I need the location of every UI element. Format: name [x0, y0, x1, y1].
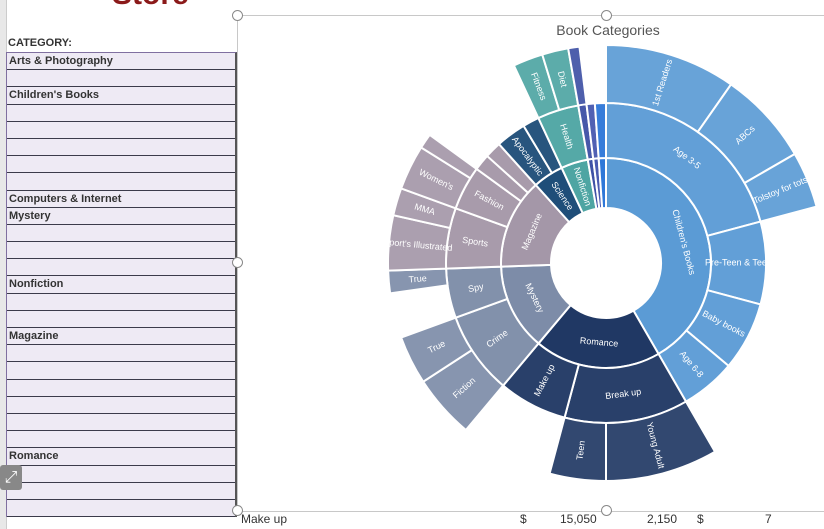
segment-label: Spy: [467, 281, 485, 294]
category-cell[interactable]: [7, 105, 235, 122]
category-cell[interactable]: [7, 500, 235, 518]
expand-icon[interactable]: ⤢: [0, 465, 22, 490]
category-cell[interactable]: Magazine: [7, 328, 235, 346]
resize-handle[interactable]: [601, 10, 612, 21]
sheet-title: Store: [112, 0, 189, 12]
resize-handle[interactable]: [232, 10, 243, 21]
amount[interactable]: 15,050: [560, 512, 597, 526]
chart-title: Book Categories: [556, 22, 660, 38]
category-cell[interactable]: [7, 173, 235, 191]
category-header: CATEGORY:: [8, 37, 72, 49]
category-cell[interactable]: Nonfiction: [7, 276, 235, 294]
resize-handle[interactable]: [232, 257, 243, 268]
segment-teen[interactable]: [548, 416, 607, 483]
category-cell[interactable]: Computers & Internet: [7, 191, 235, 208]
category-cell[interactable]: [7, 466, 235, 483]
resize-handle[interactable]: [232, 505, 243, 516]
segment-tolstoy-for-tots[interactable]: [743, 152, 818, 223]
category-cell[interactable]: [7, 397, 235, 414]
row-name[interactable]: Make up: [241, 512, 288, 526]
category-cell[interactable]: [7, 259, 235, 277]
category-cell[interactable]: Mystery: [7, 208, 235, 225]
currency: $: [520, 512, 527, 526]
category-cell[interactable]: Romance: [7, 448, 235, 466]
segment-label: Break up: [605, 386, 642, 401]
segment-label: Diet: [556, 70, 570, 88]
segment-label: Teen: [574, 440, 586, 461]
category-cell[interactable]: [7, 311, 235, 328]
category-cell[interactable]: Children's Books: [7, 87, 235, 105]
category-cell[interactable]: [7, 139, 235, 157]
category-list: Arts & Photography Children's Books Comput…: [6, 52, 237, 518]
quantity[interactable]: 2,150: [647, 512, 678, 526]
segment-label: Pre-Teen & Teen: [705, 257, 772, 267]
table-row: Make up $ 15,050 2,150 $ 7: [237, 510, 824, 529]
category-cell[interactable]: [7, 122, 235, 139]
segment-label: True: [408, 273, 427, 285]
segment-label: Romance: [579, 335, 618, 348]
value[interactable]: 7: [765, 512, 772, 526]
currency: $: [697, 512, 704, 526]
category-cell[interactable]: [7, 483, 235, 500]
category-cell[interactable]: [7, 242, 235, 260]
resize-handle[interactable]: [601, 505, 612, 516]
category-cell[interactable]: [7, 380, 235, 397]
category-cell[interactable]: [7, 362, 235, 380]
category-cell[interactable]: [7, 345, 235, 363]
segment-unlabeled[interactable]: [419, 133, 478, 180]
category-cell[interactable]: [7, 70, 235, 88]
category-cell[interactable]: Arts & Photography: [7, 53, 235, 71]
category-cell[interactable]: [7, 414, 235, 432]
sunburst-chart[interactable]: Book Categories Children's Books Age 3-5 1…: [237, 15, 824, 512]
category-cell[interactable]: [7, 294, 235, 311]
segment-label: Sports: [462, 235, 490, 249]
segment-unlabeled[interactable]: [593, 101, 607, 160]
category-cell[interactable]: [7, 156, 235, 174]
category-cell[interactable]: [7, 431, 235, 449]
category-cell[interactable]: [7, 225, 235, 243]
segment-unlabeled[interactable]: [566, 45, 588, 107]
segment-true[interactable]: [399, 316, 474, 384]
